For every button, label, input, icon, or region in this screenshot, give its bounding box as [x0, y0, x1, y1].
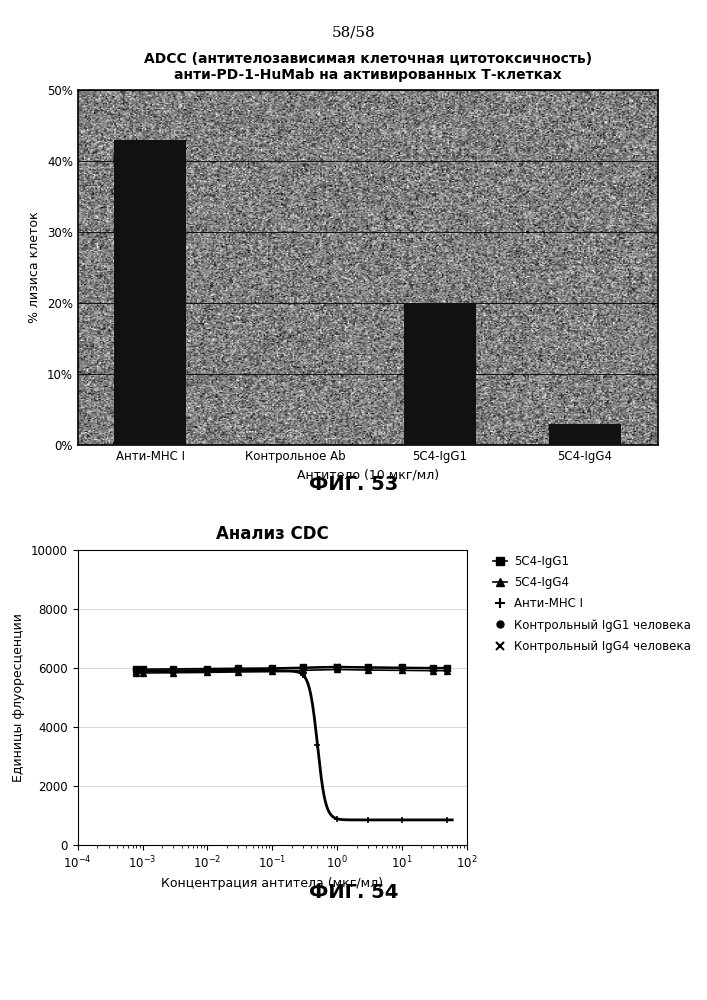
Title: Анализ CDC: Анализ CDC	[216, 525, 329, 543]
Bar	[404, 303, 477, 445]
Legend: 5C4-IgG1, 5C4-IgG4, Анти-МНС I, Контрольный IgG1 человека, Контрольный IgG4 чело: 5C4-IgG1, 5C4-IgG4, Анти-МНС I, Контроль…	[488, 550, 696, 658]
Bar	[549, 424, 621, 445]
X-axis label: Антитело (10 мкг/мл): Антитело (10 мкг/мл)	[296, 468, 439, 481]
Y-axis label: % лизиса клеток: % лизиса клеток	[28, 212, 41, 323]
Text: ФИГ. 54: ФИГ. 54	[309, 882, 398, 902]
Y-axis label: Единицы флуоресценции: Единицы флуоресценции	[13, 613, 25, 782]
Text: ФИГ. 53: ФИГ. 53	[309, 476, 398, 494]
Bar	[114, 140, 187, 445]
Title: ADCC (антителозависимая клеточная цитотоксичность)
анти-PD-1-HuMab на активирова: ADCC (антителозависимая клеточная цитото…	[144, 52, 592, 82]
Text: 58/58: 58/58	[332, 25, 375, 39]
X-axis label: Концентрация антитела (мкг/мл): Концентрация антитела (мкг/мл)	[161, 877, 383, 890]
